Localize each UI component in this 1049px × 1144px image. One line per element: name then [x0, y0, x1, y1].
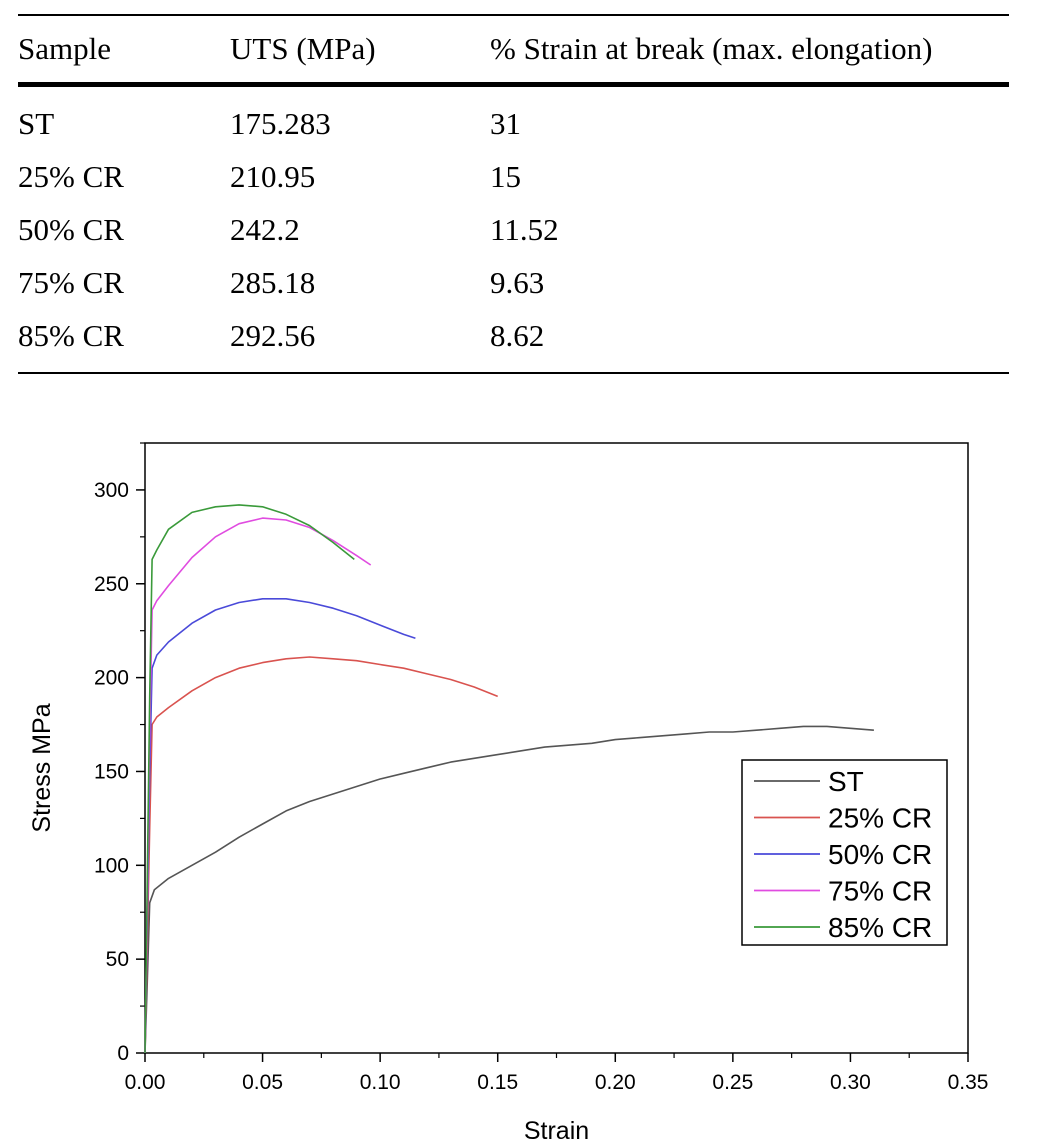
axis-ticks: 0.00 0.05 0.10 0.15 0.20 0.25 0.30 0.35 0 50 100 15… [94, 442, 989, 1094]
plot-border [144, 442, 969, 1054]
y-axis-title: Stress MPa [28, 703, 56, 832]
x-axis-title: Strain [524, 1117, 589, 1144]
table-row: 25% CR 210.95 15 [18, 150, 1009, 203]
series-line-85-cr [144, 504, 355, 1054]
legend-entry-label: 50% CR [828, 839, 932, 870]
x-tick-label: 0.15 [477, 1071, 518, 1094]
header-strain-at-break: % Strain at break (max. elongation) [490, 31, 933, 66]
series-lines [144, 504, 874, 1054]
header-sample: Sample [18, 31, 111, 66]
x-tick-label: 0.25 [712, 1071, 753, 1094]
cell-strain: 15 [490, 158, 521, 194]
cell-uts: 175.283 [230, 105, 331, 141]
legend-entry-label: 85% CR [828, 912, 932, 943]
legend: ST 25% CR 50% CR 75% CR 85% CR [741, 759, 948, 946]
results-table-wrap: Sample UTS (MPa) % Strain at break (max.… [18, 14, 1009, 374]
results-table: Sample UTS (MPa) % Strain at break (max.… [18, 14, 1009, 374]
series-line-75-cr [144, 517, 372, 1054]
cell-strain: 9.63 [490, 264, 545, 300]
header-uts: UTS (MPa) [230, 31, 376, 66]
cell-strain: 8.62 [490, 317, 545, 353]
legend-entry-label: 75% CR [828, 876, 932, 907]
cell-strain: 11.52 [490, 211, 559, 247]
table-row: ST 175.283 31 [18, 85, 1009, 151]
plot-frame [144, 442, 969, 1054]
cell-sample: 50% CR [18, 211, 124, 247]
legend-entry-label: ST [828, 766, 864, 797]
cell-uts: 242.2 [230, 211, 300, 247]
y-tick-label: 50 [106, 948, 129, 971]
series-line-25-cr [144, 656, 498, 1054]
cell-uts: 292.56 [230, 317, 316, 353]
y-tick-label: 200 [94, 667, 129, 690]
cell-uts: 210.95 [230, 158, 316, 194]
x-tick-label: 0.20 [595, 1071, 636, 1094]
y-tick-label: 250 [94, 573, 129, 596]
legend-box [741, 759, 948, 946]
series-line-st [144, 725, 874, 1054]
x-tick-label: 0.35 [948, 1071, 989, 1094]
cell-sample: 85% CR [18, 317, 124, 353]
y-tick-label: 150 [94, 760, 129, 783]
table-row: 85% CR 292.56 8.62 [18, 309, 1009, 373]
y-tick-label: 0 [117, 1042, 129, 1065]
x-tick-label: 0.30 [830, 1071, 871, 1094]
x-tick-label: 0.00 [125, 1071, 166, 1094]
legend-entry-label: 25% CR [828, 803, 932, 834]
y-tick-label: 300 [94, 479, 129, 502]
cell-sample: 75% CR [18, 264, 124, 300]
table-header-row: Sample UTS (MPa) % Strain at break (max.… [18, 15, 1009, 85]
cell-sample: ST [18, 105, 55, 141]
table-row: 75% CR 285.18 9.63 [18, 256, 1009, 309]
cell-strain: 31 [490, 105, 521, 141]
x-tick-label: 0.05 [242, 1071, 283, 1094]
x-tick-label: 0.10 [360, 1071, 401, 1094]
y-tick-label: 100 [94, 854, 129, 877]
cell-sample: 25% CR [18, 158, 124, 194]
cell-uts: 285.18 [230, 264, 316, 300]
series-line-50-cr [144, 598, 416, 1054]
table-row: 50% CR 242.2 11.52 [18, 203, 1009, 256]
